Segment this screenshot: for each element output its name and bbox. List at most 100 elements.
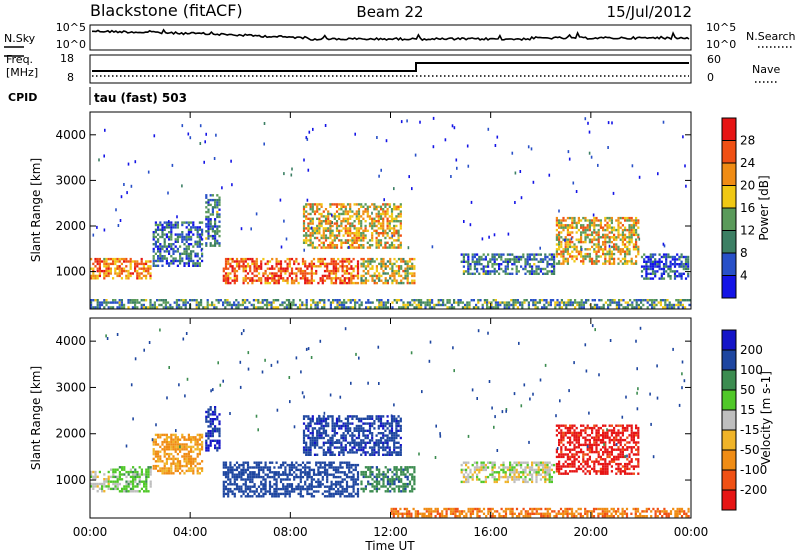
scatter-cell: [152, 238, 155, 241]
scatter-cell: [526, 253, 529, 256]
scatter-cell: [351, 422, 354, 425]
scatter-cell: [114, 470, 117, 474]
scatter-cell: [205, 206, 208, 209]
scatter-cell: [657, 301, 660, 304]
scatter-cell: [602, 262, 605, 265]
scatter-cell: [484, 258, 487, 261]
scatter-cell: [340, 444, 343, 447]
scatter-cell: [297, 485, 300, 488]
scatter-cell: [165, 472, 168, 475]
scatter-cell: [406, 279, 409, 282]
scatter-cell: [231, 279, 234, 282]
scatter-cell: [517, 258, 520, 261]
scatter-cell: [309, 222, 312, 225]
scatter-cell: [103, 260, 106, 263]
scatter-cell: [558, 233, 561, 237]
scatter-cell: [105, 485, 108, 488]
scatter-cell: [214, 225, 217, 228]
scatter-cell: [375, 480, 378, 483]
scatter-cell: [345, 473, 349, 476]
scatter-cell: [127, 306, 130, 309]
scatter-cell: [195, 299, 198, 302]
scatter-cell: [324, 429, 328, 432]
scatter-cell: [680, 260, 683, 263]
scatter-cell: [103, 154, 105, 158]
scatter-cell: [117, 224, 120, 227]
scatter-cell: [620, 303, 623, 307]
scatter-cell: [268, 466, 272, 469]
scatter-cell: [364, 466, 367, 469]
scatter-cell: [192, 250, 195, 253]
scatter-cell: [304, 274, 307, 278]
scatter-cell: [154, 235, 157, 239]
scatter-cell: [377, 424, 380, 428]
scatter-cell: [388, 224, 391, 228]
scatter-cell: [600, 306, 603, 309]
scatter-cell: [531, 253, 534, 256]
scatter-cell: [279, 272, 283, 275]
scatter-cell: [317, 490, 320, 493]
scatter-cell: [316, 432, 319, 435]
scatter-cell: [608, 240, 611, 244]
scatter-cell: [404, 487, 407, 491]
scatter-cell: [322, 424, 325, 428]
scatter-cell: [277, 267, 280, 270]
scatter-cell: [340, 441, 343, 444]
scatter-cell: [242, 492, 245, 496]
scatter-cell: [174, 245, 177, 248]
scatter-cell: [342, 422, 345, 425]
scatter-cell: [125, 485, 128, 488]
scatter-cell: [224, 463, 228, 467]
scatter-cell: [399, 203, 402, 206]
scatter-cell: [324, 220, 328, 223]
scatter-cell: [395, 424, 398, 428]
scatter-cell: [373, 229, 376, 232]
scatter-cell: [369, 475, 372, 479]
scatter-cell: [635, 248, 638, 251]
scatter-cell: [329, 203, 332, 206]
scatter-cell: [309, 417, 312, 420]
scatter-cell: [371, 274, 374, 278]
scatter-cell: [235, 299, 238, 302]
scatter-cell: [389, 468, 392, 471]
scatter-cell: [162, 299, 165, 302]
scatter-cell: [542, 267, 545, 271]
scatter-cell: [354, 281, 357, 285]
scatter-cell: [400, 257, 403, 261]
scatter-cell: [277, 495, 280, 498]
scatter-cell: [169, 303, 172, 307]
scatter-cell: [335, 234, 339, 237]
scatter-cell: [386, 232, 389, 235]
scatter-cell: [244, 274, 247, 278]
scatter-cell: [461, 301, 464, 304]
scatter-cell: [413, 301, 416, 304]
scatter-cell: [582, 255, 585, 258]
scatter-cell: [344, 424, 347, 428]
scatter-cell: [305, 301, 308, 304]
scatter-cell: [687, 255, 690, 259]
scatter-cell: [168, 443, 171, 446]
scatter-cell: [604, 257, 607, 261]
scatter-cell: [343, 461, 346, 464]
scatter-cell: [352, 281, 355, 285]
scatter-cell: [332, 487, 335, 491]
scatter-cell: [602, 228, 605, 232]
scatter-cell: [152, 443, 155, 446]
scatter-cell: [349, 448, 352, 452]
scatter-cell: [132, 482, 135, 486]
scatter-cell: [233, 492, 236, 496]
scatter-cell: [397, 420, 400, 423]
scatter-cell: [368, 417, 372, 420]
scatter-cell: [202, 306, 205, 309]
scatter-cell: [338, 306, 341, 309]
scatter-cell: [494, 144, 497, 147]
scatter-cell: [455, 158, 458, 162]
scatter-cell: [635, 243, 638, 246]
scatter-cell: [591, 262, 594, 265]
scatter-cell: [211, 234, 214, 238]
scatter-cell: [309, 453, 312, 456]
scatter-cell: [112, 473, 115, 476]
scatter-cell: [640, 306, 643, 309]
scatter-cell: [241, 299, 244, 302]
scatter-cell: [163, 469, 166, 473]
